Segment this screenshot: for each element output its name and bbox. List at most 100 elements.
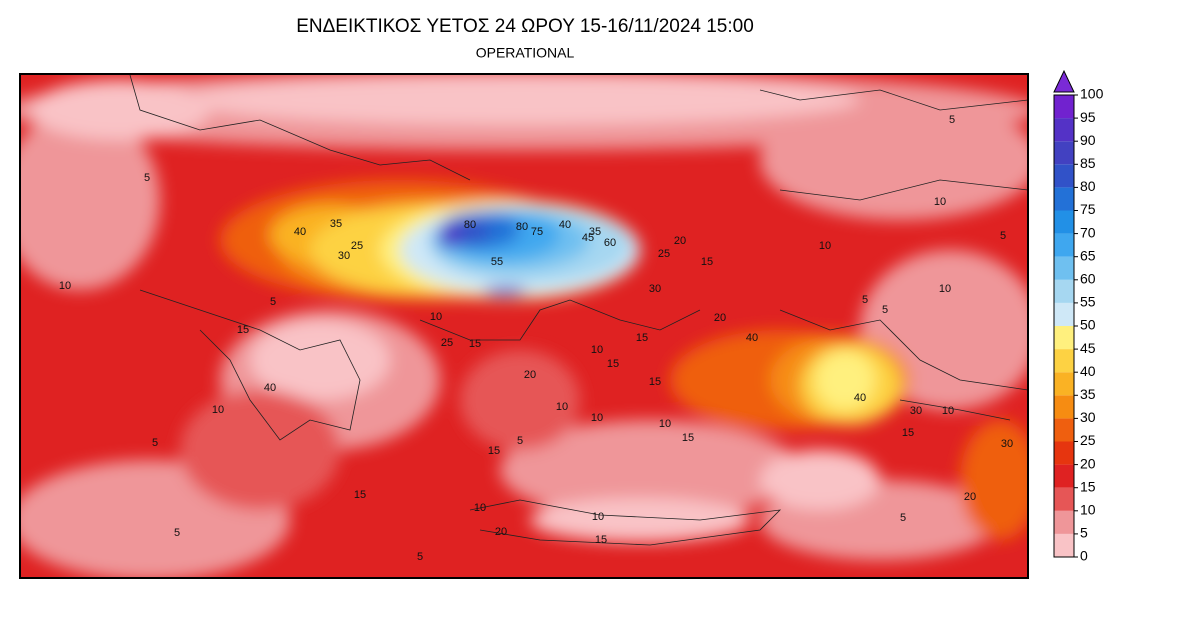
colorbar-tick-label: 95 <box>1080 109 1096 125</box>
contour-label: 10 <box>592 511 604 523</box>
contour-label: 40 <box>264 382 276 394</box>
contour-label: 5 <box>270 296 276 308</box>
colorbar-tick-label: 0 <box>1080 548 1088 564</box>
contour-label: 20 <box>674 235 686 247</box>
contour-label: 5 <box>1000 230 1006 242</box>
contour-label: 40 <box>559 219 571 231</box>
colorbar-segment <box>1054 141 1074 165</box>
contour-label: 5 <box>517 435 523 447</box>
contour-label: 40 <box>746 332 758 344</box>
contour-label: 15 <box>354 489 366 501</box>
contour-label: 10 <box>474 502 486 514</box>
colorbar-tick-label: 35 <box>1080 386 1096 402</box>
contour-label: 80 <box>516 221 528 233</box>
contour-label: 10 <box>59 280 71 292</box>
contour-label: 15 <box>636 332 648 344</box>
contour-label: 5 <box>174 527 180 539</box>
precip-area <box>438 227 462 247</box>
precip-area <box>20 110 160 290</box>
contour-label: 10 <box>430 311 442 323</box>
contour-label: 10 <box>591 344 603 356</box>
colorbar-segment <box>1054 441 1074 465</box>
colorbar-segment <box>1054 187 1074 211</box>
colorbar-segment <box>1054 233 1074 257</box>
colorbar-tick-label: 55 <box>1080 294 1096 310</box>
colorbar-tick-label: 65 <box>1080 247 1096 263</box>
colorbar-segment <box>1054 118 1074 142</box>
colorbar-tick-label: 20 <box>1080 455 1096 471</box>
contour-label: 10 <box>556 401 568 413</box>
contour-label: 40 <box>294 226 306 238</box>
contour-label: 25 <box>351 240 363 252</box>
contour-label: 15 <box>682 432 694 444</box>
colorbar-segment <box>1054 164 1074 188</box>
colorbar-tick-label: 10 <box>1080 502 1096 518</box>
precip-area <box>30 80 210 140</box>
precip-area <box>250 320 390 400</box>
contour-label: 35 <box>589 226 601 238</box>
contour-label: 60 <box>604 237 616 249</box>
precip-area <box>180 390 340 510</box>
contour-label: 25 <box>441 337 453 349</box>
colorbar-tick-label: 70 <box>1080 224 1096 240</box>
colorbar-segment <box>1054 349 1074 373</box>
contour-label: 5 <box>417 551 423 563</box>
colorbar-segment <box>1054 302 1074 326</box>
contour-label: 20 <box>964 491 976 503</box>
coastline <box>779 179 1028 201</box>
colorbar-tick-label: 60 <box>1080 271 1096 287</box>
colorbar-segment <box>1054 464 1074 488</box>
colorbar-tick-label: 50 <box>1080 317 1096 333</box>
colorbar-segment <box>1054 510 1074 534</box>
title: ΕΝΔΕΙΚΤΙΚΟΣ ΥΕΤΟΣ 24 ΩΡΟΥ 15-16/11/2024 … <box>296 16 754 37</box>
map-frame <box>19 73 1029 579</box>
contour-label: 10 <box>591 412 603 424</box>
colorbar-segment <box>1054 279 1074 303</box>
contour-label: 5 <box>862 294 868 306</box>
contour-label: 10 <box>934 196 946 208</box>
contour-label: 15 <box>469 338 481 350</box>
contour-label: 20 <box>714 312 726 324</box>
colorbar-segment <box>1054 372 1074 396</box>
precip-area <box>760 450 880 510</box>
precip-area <box>180 75 860 125</box>
colorbar-segment <box>1054 395 1074 419</box>
colorbar-segment <box>1054 256 1074 280</box>
contour-label: 15 <box>701 256 713 268</box>
contour-label: 15 <box>488 445 500 457</box>
colorbar-tick-label: 5 <box>1080 525 1088 541</box>
coastline <box>469 499 782 546</box>
coastline <box>419 299 701 341</box>
colorbar: 0 5 10 15 20 25 30 35 40 45 50 55 60 65 70 75 80 85 90 95 10… <box>1053 69 1104 564</box>
precip-area <box>460 350 580 450</box>
contour-label: 5 <box>949 114 955 126</box>
contour-label: 5 <box>900 512 906 524</box>
precip-area <box>960 420 1028 540</box>
contour-label: 40 <box>854 392 866 404</box>
contour-label: 75 <box>531 226 543 238</box>
colorbar-tick-label: 80 <box>1080 178 1096 194</box>
contour-label: 15 <box>649 376 661 388</box>
colorbar-tick-label: 15 <box>1080 478 1096 494</box>
colorbar-tick-label: 75 <box>1080 201 1096 217</box>
colorbar-segment <box>1054 418 1074 442</box>
precip-area <box>483 287 527 297</box>
contour-label: 15 <box>595 534 607 546</box>
coastline <box>779 309 1028 391</box>
precip-area <box>500 420 800 520</box>
contour-label: 25 <box>658 248 670 260</box>
colorbar-tick-label: 30 <box>1080 409 1096 425</box>
coastline <box>899 399 1011 421</box>
colorbar-segment <box>1054 326 1074 350</box>
precip-area <box>760 100 1028 220</box>
precip-area <box>815 350 875 410</box>
colorbar-extend <box>1053 69 1075 93</box>
colorbar-tick-label: 90 <box>1080 132 1096 148</box>
colorbar-segment <box>1054 533 1074 557</box>
contour-label: 10 <box>942 405 954 417</box>
contour-label: 5 <box>882 304 888 316</box>
contour-label: 80 <box>464 219 476 231</box>
contour-label: 15 <box>607 358 619 370</box>
